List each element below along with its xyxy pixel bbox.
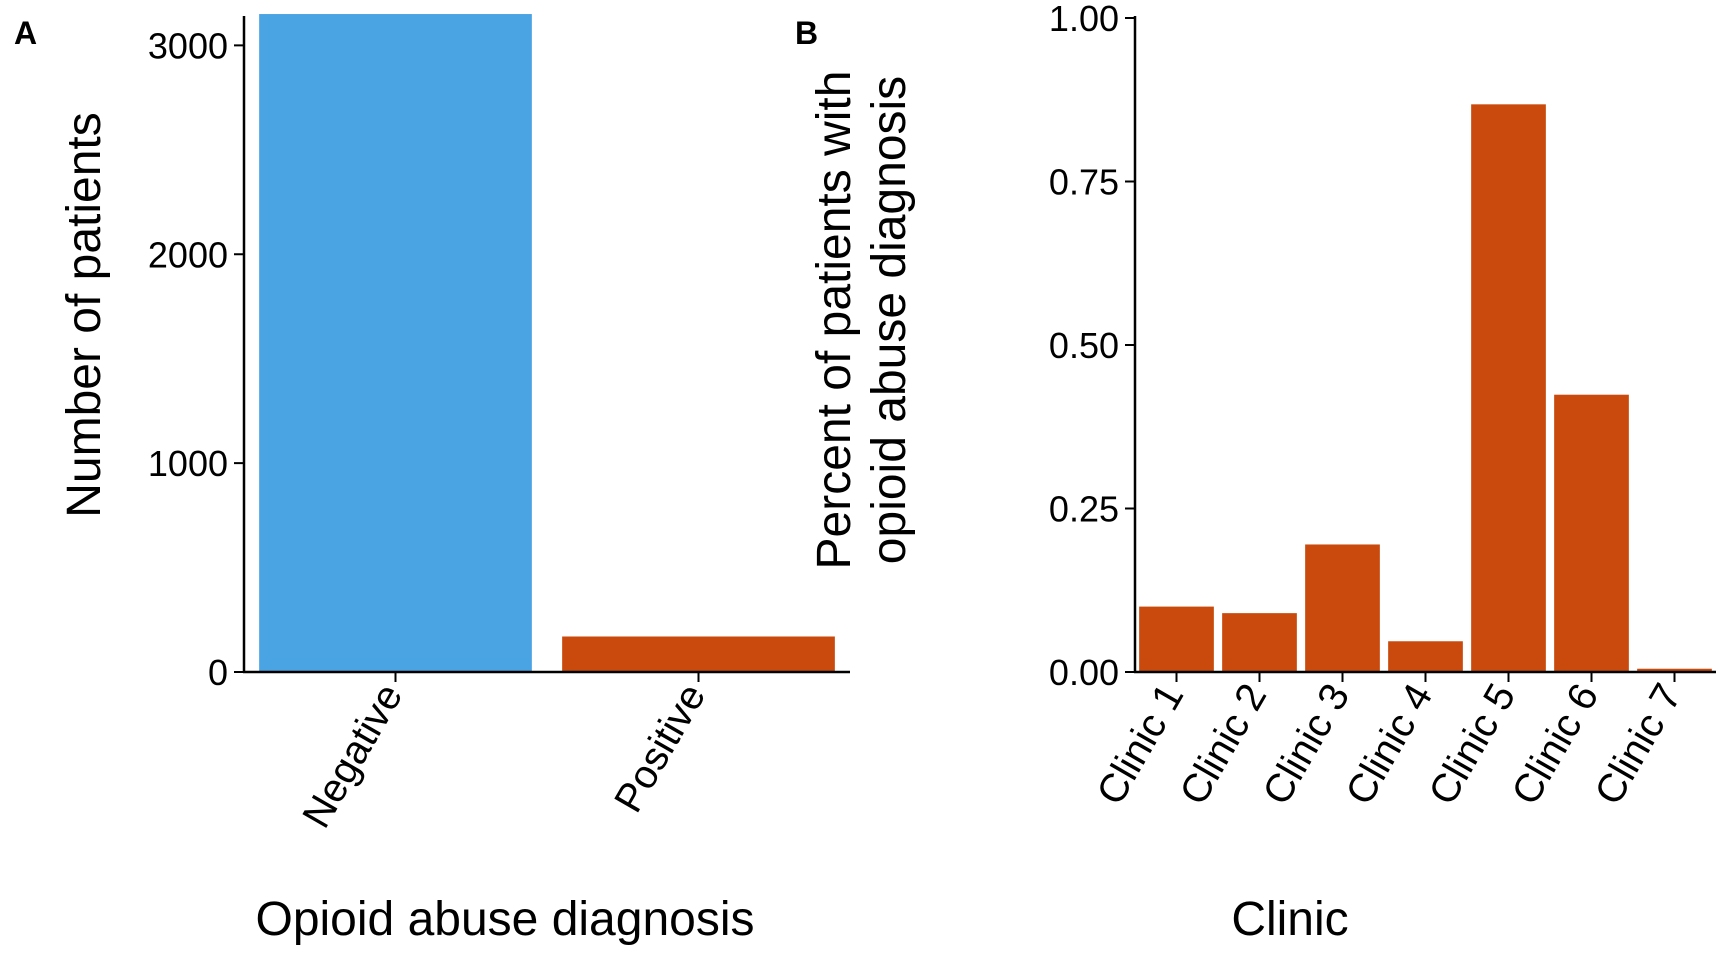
panel-b-bar-5 xyxy=(1471,104,1546,672)
panel-b-bar-6 xyxy=(1554,394,1629,672)
panel-a-y-tick-label-3: 2000 xyxy=(148,234,228,275)
panel-b-bars xyxy=(1139,104,1712,672)
panel-b-bar-7 xyxy=(1637,668,1712,672)
panel-a-bars xyxy=(259,14,835,672)
panel-a-label: A xyxy=(14,15,37,51)
panel-a-y-axis-title: Number of patients xyxy=(58,112,111,518)
panel-b-y-tick-label-1: 0.00 xyxy=(1049,652,1119,693)
panel-b: B Percent of patients with opioid abuse … xyxy=(795,0,1716,946)
panel-b-bar-2 xyxy=(1222,613,1297,672)
panel-b-y-tick-label-4: 0.75 xyxy=(1049,162,1119,203)
panel-b-y-tick-label-2: 0.25 xyxy=(1049,489,1119,530)
panel-a-x-tick-label-1: Negative xyxy=(294,677,411,836)
panel-a-x-axis-title: Opioid abuse diagnosis xyxy=(255,893,754,946)
panel-a-bar-1 xyxy=(259,14,532,672)
panel-b-y-axis-title-line-2: opioid abuse diagnosis xyxy=(863,76,916,564)
panel-a: A Number of patients Opioid abuse diagno… xyxy=(14,14,850,946)
panel-b-bar-4 xyxy=(1388,641,1463,672)
panel-a-y-tick-label-4: 3000 xyxy=(148,25,228,66)
panel-b-bar-1 xyxy=(1139,606,1214,672)
panel-a-y-tick-label-2: 1000 xyxy=(148,443,228,484)
panel-a-x-tick-label-2: Positive xyxy=(606,677,714,820)
panel-b-y-tick-label-3: 0.50 xyxy=(1049,325,1119,366)
panel-b-y-tick-label-5: 1.00 xyxy=(1049,0,1119,39)
panel-b-label: B xyxy=(795,15,818,51)
panel-a-y-tick-label-1: 0 xyxy=(208,652,228,693)
panel-b-y-axis-title-line-1: Percent of patients with xyxy=(808,71,861,570)
panel-b-x-axis-title: Clinic xyxy=(1231,893,1348,946)
panel-a-bar-2 xyxy=(562,636,835,672)
panel-b-bar-3 xyxy=(1305,544,1380,672)
